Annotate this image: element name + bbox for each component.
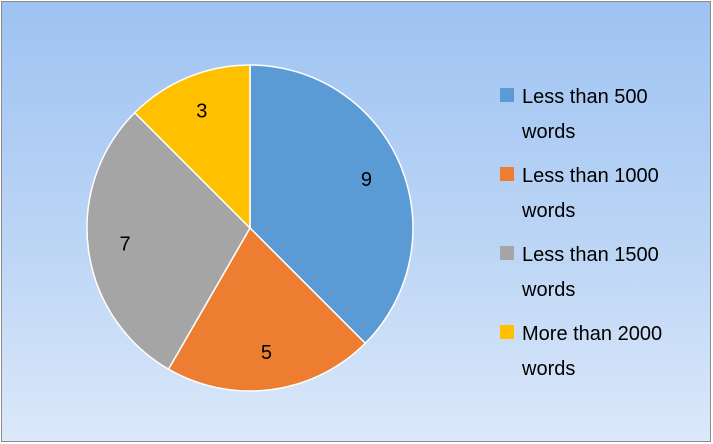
pie-slice-3 [133,64,251,230]
legend-item-more-than-2000: More than 2000 words [500,317,700,396]
legend-swatch [500,88,514,102]
legend: Less than 500 words Less than 1000 words… [500,80,700,396]
legend-label: More than 2000 words [522,323,663,380]
legend-item-less-than-500: Less than 500 words [500,80,700,159]
pie-slice-0 [249,64,414,345]
data-label-2: 7 [120,233,131,255]
legend-swatch [500,167,514,181]
pie-slice-2 [86,111,251,371]
data-label-1: 5 [261,342,272,364]
legend-label: Less than 1000 words [522,165,659,222]
legend-swatch [500,325,514,339]
data-label-3: 3 [196,101,207,123]
legend-item-less-than-1500: Less than 1500 words [500,238,700,317]
legend-label: Less than 1500 words [522,244,659,301]
legend-label: Less than 500 words [522,86,648,143]
pie-slice-1 [167,226,367,392]
legend-item-less-than-1000: Less than 1000 words [500,159,700,238]
data-label-0: 9 [361,169,372,191]
legend-swatch [500,246,514,260]
